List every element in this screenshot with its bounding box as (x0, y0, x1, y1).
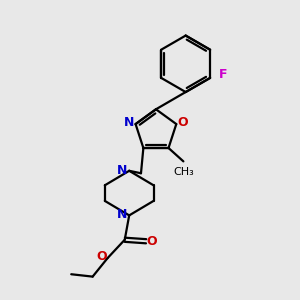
Text: F: F (218, 68, 227, 81)
Text: N: N (117, 208, 127, 221)
Text: O: O (178, 116, 188, 129)
Text: CH₃: CH₃ (174, 167, 194, 177)
Text: O: O (96, 250, 107, 263)
Text: N: N (117, 164, 127, 177)
Text: N: N (124, 116, 134, 129)
Text: O: O (146, 235, 157, 248)
